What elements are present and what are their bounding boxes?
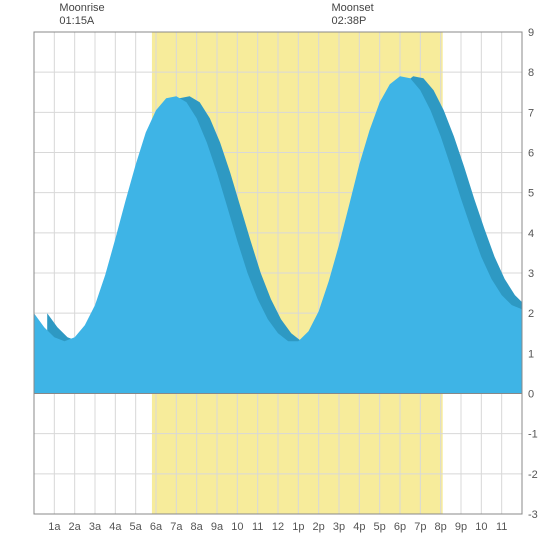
svg-text:-1: -1 xyxy=(528,429,538,441)
svg-text:5p: 5p xyxy=(374,521,386,533)
svg-text:6: 6 xyxy=(528,148,534,160)
top-labels: Moonrise 01:15A Moonset 02:38P xyxy=(50,2,520,30)
svg-text:1p: 1p xyxy=(292,521,304,533)
svg-text:4a: 4a xyxy=(109,521,122,533)
svg-text:3p: 3p xyxy=(333,521,345,533)
svg-text:1: 1 xyxy=(528,348,534,360)
moonrise-label: Moonrise 01:15A xyxy=(59,2,104,28)
moonset-label: Moonset 02:38P xyxy=(331,2,373,28)
moonset-title: Moonset xyxy=(331,2,373,15)
svg-text:8: 8 xyxy=(528,67,534,79)
svg-text:3: 3 xyxy=(528,268,534,280)
svg-text:10: 10 xyxy=(231,521,243,533)
moonrise-title: Moonrise xyxy=(59,2,104,15)
svg-text:-2: -2 xyxy=(528,469,538,481)
svg-text:7a: 7a xyxy=(170,521,183,533)
svg-text:9a: 9a xyxy=(211,521,224,533)
svg-text:5: 5 xyxy=(528,188,534,200)
svg-text:-3: -3 xyxy=(528,509,538,521)
svg-text:2p: 2p xyxy=(313,521,325,533)
svg-text:3a: 3a xyxy=(89,521,102,533)
svg-text:9: 9 xyxy=(528,27,534,39)
chart-svg: -3-2-101234567891a2a3a4a5a6a7a8a9a101112… xyxy=(0,0,550,550)
svg-text:8a: 8a xyxy=(191,521,204,533)
svg-text:2a: 2a xyxy=(69,521,82,533)
svg-text:2: 2 xyxy=(528,308,534,320)
svg-text:4p: 4p xyxy=(353,521,365,533)
svg-text:10: 10 xyxy=(475,521,487,533)
svg-text:0: 0 xyxy=(528,389,534,401)
svg-text:6p: 6p xyxy=(394,521,406,533)
moonset-time: 02:38P xyxy=(331,15,373,28)
svg-text:11: 11 xyxy=(496,521,507,533)
svg-text:4: 4 xyxy=(528,228,534,240)
tide-chart: Moonrise 01:15A Moonset 02:38P -3-2-1012… xyxy=(0,0,550,550)
svg-text:5a: 5a xyxy=(130,521,143,533)
svg-text:9p: 9p xyxy=(455,521,467,533)
svg-text:8p: 8p xyxy=(435,521,447,533)
svg-text:12: 12 xyxy=(272,521,284,533)
svg-text:6a: 6a xyxy=(150,521,163,533)
svg-text:11: 11 xyxy=(252,521,263,533)
svg-text:7p: 7p xyxy=(414,521,426,533)
moonrise-time: 01:15A xyxy=(59,15,104,28)
svg-text:7: 7 xyxy=(528,107,534,119)
svg-text:1a: 1a xyxy=(48,521,61,533)
